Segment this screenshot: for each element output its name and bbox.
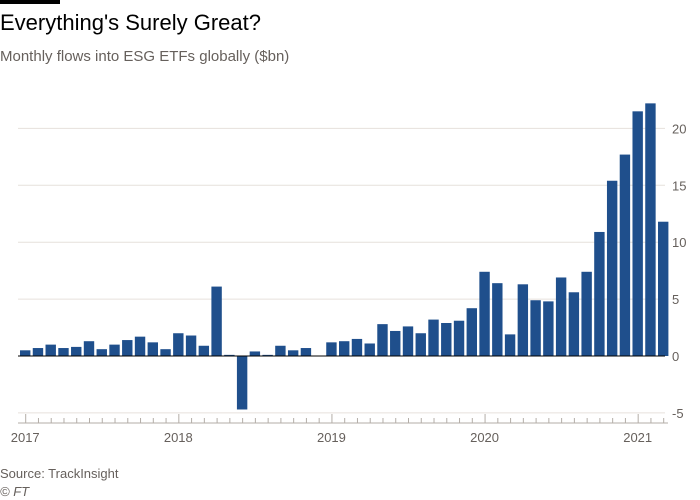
y-tick-label-15: 15 <box>672 178 686 193</box>
x-tick-label-2021: 2021 <box>623 430 652 445</box>
bar-2019-03 <box>351 338 363 356</box>
y-tick-label--5: -5 <box>672 406 684 421</box>
bar-2017-05 <box>71 346 82 356</box>
bar-2017-06 <box>83 341 95 356</box>
bar-2019-01 <box>326 342 337 356</box>
bar-2019-07 <box>402 326 414 356</box>
bar-2019-09 <box>428 319 439 356</box>
bar-2017-08 <box>109 344 120 356</box>
y-tick-label-20: 20 <box>672 121 686 136</box>
bar-2018-02 <box>185 335 197 356</box>
bar-2019-04 <box>364 343 375 356</box>
bar-2018-09 <box>275 345 286 356</box>
bar-2020-05 <box>530 300 541 356</box>
y-tick-label-5: 5 <box>672 292 679 307</box>
bar-2018-10 <box>287 350 299 356</box>
chart-subtitle: Monthly flows into ESG ETFs globally ($b… <box>0 48 290 65</box>
x-tick-label-2017: 2017 <box>11 430 40 445</box>
bar-2020-04 <box>517 284 529 356</box>
bar-2020-06 <box>543 301 554 356</box>
chart-title: Everything's Surely Great? <box>0 10 261 35</box>
bar-2018-11 <box>300 348 312 356</box>
y-tick-label-0: 0 <box>672 349 679 364</box>
bar-2017-10 <box>134 336 146 356</box>
bar-2018-06 <box>236 356 248 410</box>
gridlines <box>18 127 665 414</box>
bar-2020-10 <box>594 231 605 356</box>
bar-2019-10 <box>441 322 452 356</box>
tick-labels: -5 0 5 10 15 20 2017 2018 2019 2020 2021 <box>11 121 687 445</box>
bar-2017-07 <box>96 349 107 356</box>
top-rule <box>0 0 60 4</box>
bar-2018-01 <box>173 333 184 356</box>
bar-2017-11 <box>147 342 158 356</box>
bar-2019-06 <box>390 330 401 356</box>
bar-2021-02 <box>645 103 656 356</box>
bar-2018-04 <box>211 286 222 356</box>
bar-2020-02 <box>492 283 503 356</box>
bar-2020-07 <box>555 277 567 356</box>
bar-2018-08 <box>262 354 273 356</box>
bar-2020-03 <box>504 334 516 356</box>
bar-2019-08 <box>415 333 426 356</box>
bar-2017-12 <box>160 349 171 356</box>
source-note: Source: TrackInsight <box>0 466 119 481</box>
bar-2020-09 <box>581 271 592 356</box>
x-tick-label-2019: 2019 <box>317 430 346 445</box>
bar-2017-01 <box>20 350 31 356</box>
x-axis <box>18 355 668 424</box>
bar-2017-03 <box>45 344 56 356</box>
x-tick-label-2018: 2018 <box>164 430 193 445</box>
bar-2019-02 <box>339 341 350 356</box>
bar-2020-12 <box>619 154 631 356</box>
bar-2018-05 <box>224 354 235 356</box>
bar-2018-07 <box>249 351 261 356</box>
bar-2017-02 <box>32 348 44 356</box>
x-tick-label-2020: 2020 <box>470 430 499 445</box>
bar-2017-09 <box>122 340 133 356</box>
bar-2021-03 <box>658 221 669 356</box>
copyright-credit: © FT <box>0 484 30 499</box>
bar-2018-03 <box>198 345 210 356</box>
y-tick-label-10: 10 <box>672 235 686 250</box>
bar-2020-08 <box>568 292 580 356</box>
bar-2019-12 <box>466 308 477 356</box>
bar-2021-01 <box>632 111 643 356</box>
bar-2019-05 <box>377 324 388 356</box>
bar-2020-11 <box>606 180 618 356</box>
bar-2020-01 <box>479 271 490 356</box>
bars <box>20 103 669 410</box>
bar-2019-11 <box>453 320 465 356</box>
bar-2017-04 <box>58 348 69 356</box>
